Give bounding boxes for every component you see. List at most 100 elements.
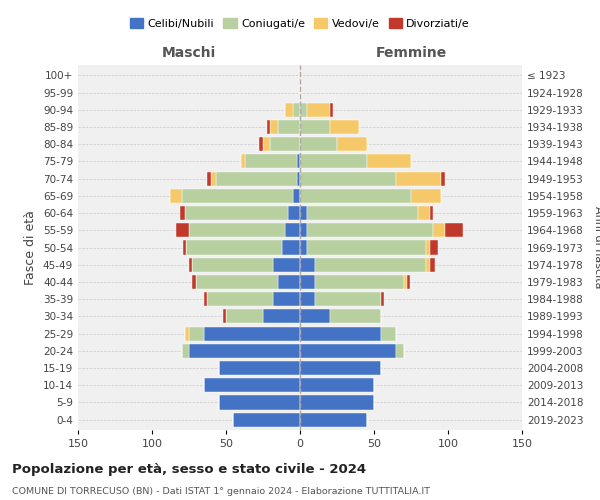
Bar [430,206,433,220]
Bar [300,120,329,134]
Bar [204,378,300,392]
Bar [440,172,445,185]
Bar [300,86,301,100]
Bar [407,275,410,289]
Bar [288,206,300,220]
Bar [307,223,433,238]
Bar [245,154,297,168]
Bar [382,326,396,340]
Bar [223,310,226,324]
Bar [274,258,300,272]
Bar [196,275,278,289]
Bar [329,102,332,117]
Bar [404,275,407,289]
Bar [241,154,245,168]
Bar [445,223,463,238]
Bar [211,172,215,185]
Y-axis label: Fasce di età: Fasce di età [25,210,37,285]
Bar [293,189,300,203]
Bar [315,292,382,306]
Bar [182,189,293,203]
Bar [207,172,211,185]
Bar [315,258,426,272]
Bar [430,258,434,272]
Bar [282,240,300,254]
Bar [307,206,418,220]
Bar [300,326,382,340]
Bar [189,326,204,340]
Bar [418,206,430,220]
Bar [300,344,396,358]
Bar [300,310,329,324]
Bar [189,223,285,238]
Bar [180,206,185,220]
Bar [396,344,404,358]
Bar [297,172,300,185]
Bar [218,361,300,375]
Bar [329,120,359,134]
Bar [300,240,307,254]
Bar [204,292,207,306]
Bar [426,258,430,272]
Bar [293,102,300,117]
Bar [176,223,189,238]
Bar [285,223,300,238]
Bar [299,68,300,82]
Bar [297,154,300,168]
Bar [285,102,293,117]
Bar [315,275,404,289]
Bar [300,137,337,152]
Bar [300,189,411,203]
Bar [300,396,374,409]
Bar [396,172,440,185]
Bar [185,206,288,220]
Bar [192,258,274,272]
Bar [300,275,315,289]
Bar [300,102,307,117]
Bar [189,258,192,272]
Bar [300,361,382,375]
Bar [259,137,263,152]
Bar [300,223,307,238]
Bar [426,240,430,254]
Bar [226,310,263,324]
Bar [274,292,300,306]
Bar [367,154,411,168]
Bar [271,137,300,152]
Bar [307,102,329,117]
Bar [215,172,297,185]
Bar [300,68,301,82]
Bar [189,344,300,358]
Bar [300,258,315,272]
Y-axis label: Anni di nascita: Anni di nascita [593,206,600,289]
Bar [337,137,367,152]
Bar [192,275,196,289]
Bar [268,120,271,134]
Bar [183,240,186,254]
Bar [430,240,437,254]
Text: COMUNE DI TORRECUSO (BN) - Dati ISTAT 1° gennaio 2024 - Elaborazione TUTTITALIA.: COMUNE DI TORRECUSO (BN) - Dati ISTAT 1°… [12,488,430,496]
Bar [263,310,300,324]
Bar [207,292,274,306]
Bar [300,206,307,220]
Bar [263,137,271,152]
Bar [204,326,300,340]
Bar [233,412,300,426]
Bar [185,326,189,340]
Bar [271,120,278,134]
Bar [300,412,367,426]
Bar [278,275,300,289]
Bar [300,172,396,185]
Text: Maschi: Maschi [162,46,216,60]
Text: Femmine: Femmine [376,46,446,60]
Bar [300,378,374,392]
Bar [300,292,315,306]
Legend: Celibi/Nubili, Coniugati/e, Vedovi/e, Divorziati/e: Celibi/Nubili, Coniugati/e, Vedovi/e, Di… [125,14,475,34]
Bar [218,396,300,409]
Bar [411,189,440,203]
Text: Popolazione per età, sesso e stato civile - 2024: Popolazione per età, sesso e stato civil… [12,462,366,475]
Bar [329,310,382,324]
Bar [182,344,189,358]
Bar [186,240,282,254]
Bar [433,223,445,238]
